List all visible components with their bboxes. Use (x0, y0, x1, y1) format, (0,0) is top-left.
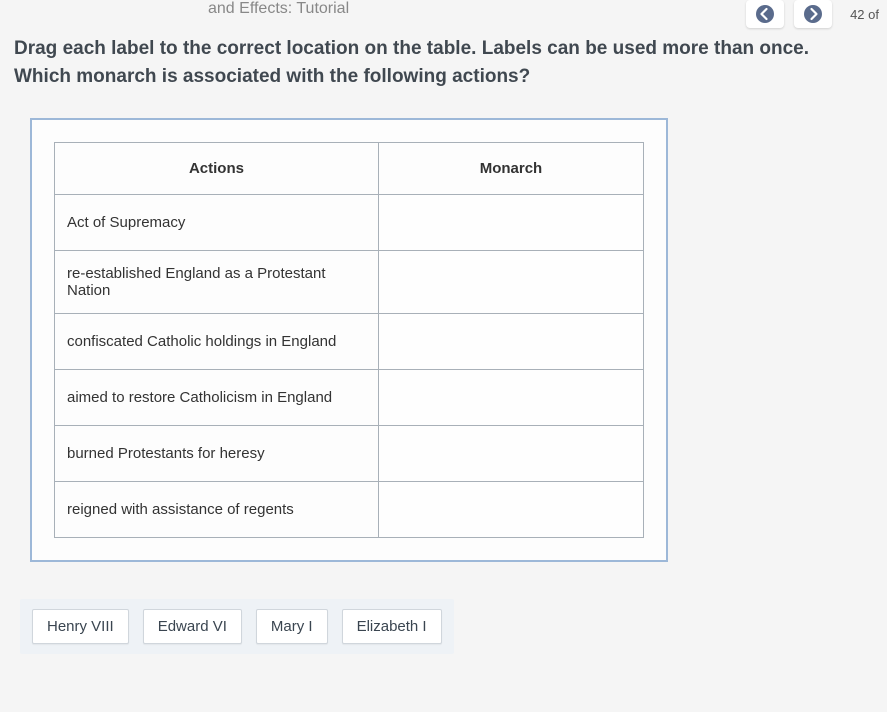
action-cell: Act of Supremacy (55, 195, 379, 251)
table-row: aimed to restore Catholicism in England (55, 370, 644, 426)
action-cell: confiscated Catholic holdings in England (55, 314, 379, 370)
action-cell: burned Protestants for heresy (55, 426, 379, 482)
action-cell: reigned with assistance of regents (55, 482, 379, 538)
arrow-left-icon (755, 4, 775, 24)
table-row: reigned with assistance of regents (55, 482, 644, 538)
top-bar: and Effects: Tutorial 42 of (0, 0, 887, 34)
drop-target[interactable] (378, 314, 643, 370)
table-row: re-established England as a Protestant N… (55, 251, 644, 314)
drop-target[interactable] (378, 482, 643, 538)
table-container: Actions Monarch Act of Supremacy re-esta… (30, 118, 668, 562)
table-row: burned Protestants for heresy (55, 426, 644, 482)
actions-table: Actions Monarch Act of Supremacy re-esta… (54, 142, 644, 538)
arrow-right-icon (803, 4, 823, 24)
table-row: Act of Supremacy (55, 195, 644, 251)
labels-tray: Henry VIII Edward VI Mary I Elizabeth I (20, 599, 454, 654)
instructions: Drag each label to the correct location … (0, 34, 887, 88)
drop-target[interactable] (378, 251, 643, 314)
table-row: confiscated Catholic holdings in England (55, 314, 644, 370)
action-cell: re-established England as a Protestant N… (55, 251, 379, 314)
label-edward-vi[interactable]: Edward VI (143, 609, 242, 644)
col-header-actions: Actions (55, 143, 379, 195)
nav-area: 42 of (746, 0, 879, 28)
label-mary-i[interactable]: Mary I (256, 609, 328, 644)
prev-button[interactable] (746, 0, 784, 28)
breadcrumb: and Effects: Tutorial (208, 0, 349, 18)
instruction-line-2: Which monarch is associated with the fol… (14, 66, 873, 88)
label-henry-viii[interactable]: Henry VIII (32, 609, 129, 644)
drop-target[interactable] (378, 370, 643, 426)
drop-target[interactable] (378, 426, 643, 482)
label-elizabeth-i[interactable]: Elizabeth I (342, 609, 442, 644)
next-button[interactable] (794, 0, 832, 28)
drop-target[interactable] (378, 195, 643, 251)
action-cell: aimed to restore Catholicism in England (55, 370, 379, 426)
instruction-line-1: Drag each label to the correct location … (14, 38, 873, 60)
col-header-monarch: Monarch (378, 143, 643, 195)
progress-label: 42 of (850, 7, 879, 22)
